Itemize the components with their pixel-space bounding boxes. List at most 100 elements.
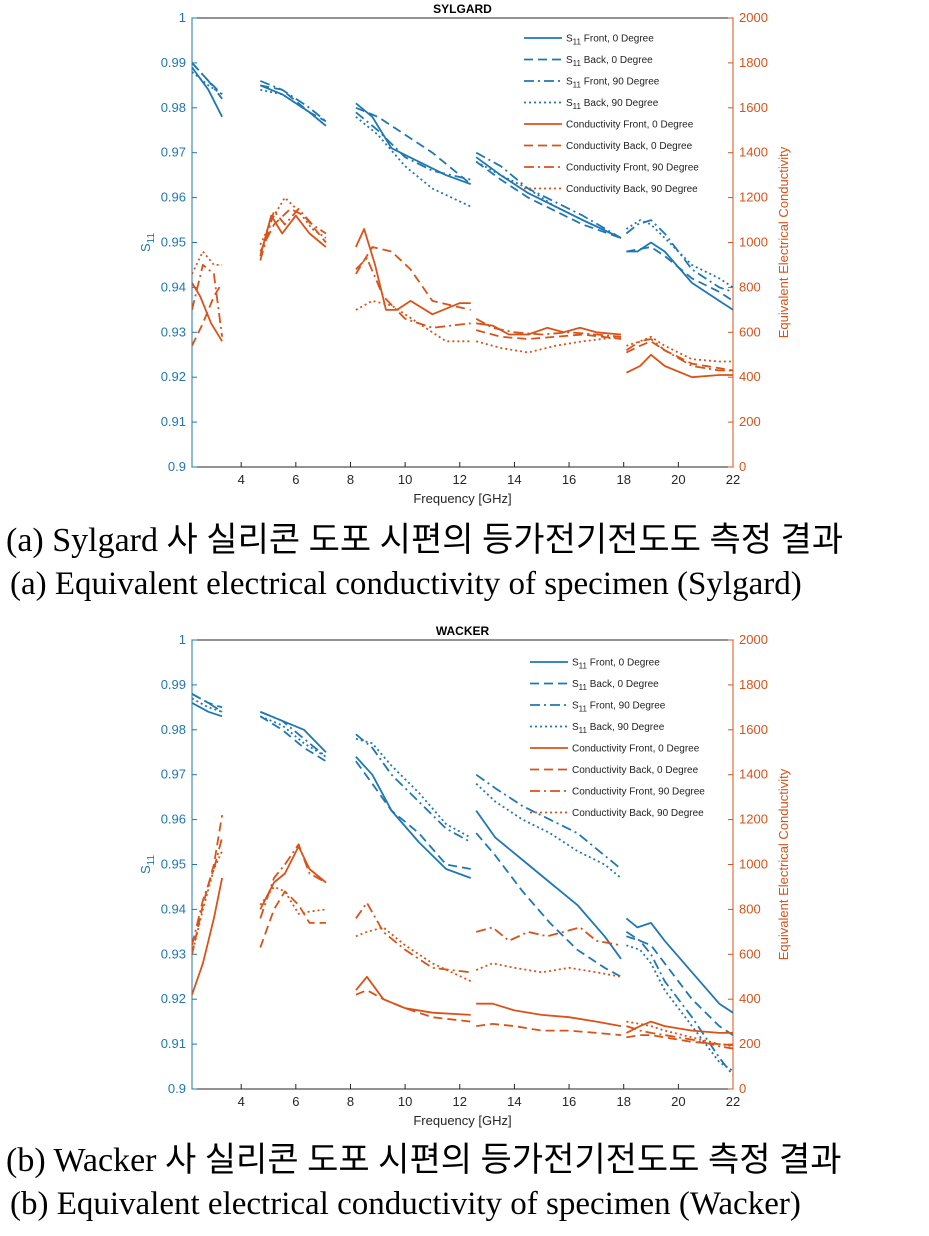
series-line-conductivity-dashdot bbox=[626, 1025, 733, 1050]
y-right-tick-label: 1000 bbox=[739, 857, 768, 872]
legend-entry: S11 Front, 0 Degree bbox=[566, 34, 654, 47]
series-line-s11-solid bbox=[192, 702, 223, 718]
series-line-conductivity-dotted bbox=[626, 335, 733, 363]
y-right-tick-label: 0 bbox=[739, 459, 746, 474]
caption-b-korean: (b) Wacker 사 실리콘 도포 시편의 등가전기전도도 측정 결과 bbox=[6, 1142, 842, 1179]
y-right-tick-label: 1600 bbox=[739, 722, 768, 737]
series-line-s11-dashdot bbox=[625, 219, 733, 293]
series-line-s11-solid bbox=[625, 917, 733, 1014]
y-right-tick-label: 1400 bbox=[739, 145, 768, 160]
series-line-conductivity-dashdot bbox=[475, 318, 622, 338]
y-left-axis-label: S11 bbox=[138, 233, 157, 252]
y-right-axis-label: Equivalent Electrical Conductivity bbox=[776, 146, 791, 338]
y-left-tick-label: 0.96 bbox=[161, 190, 186, 205]
y-right-tick-label: 1200 bbox=[739, 812, 768, 827]
series-line-conductivity-dashdot bbox=[259, 207, 327, 261]
y-right-tick-label: 2000 bbox=[739, 10, 768, 25]
y-left-tick-label: 1 bbox=[179, 10, 186, 25]
series-line-s11-dashdot bbox=[192, 693, 223, 713]
x-tick-label: 10 bbox=[398, 472, 412, 487]
legend-entry-subscript: 11 bbox=[573, 102, 582, 111]
series-line-conductivity-dashed bbox=[475, 329, 622, 340]
x-tick-label: 8 bbox=[347, 472, 354, 487]
series-line-s11-dashdot bbox=[475, 773, 622, 870]
series-line-conductivity-dashdot bbox=[355, 901, 471, 974]
y-right-tick-label: 1600 bbox=[739, 100, 768, 115]
legend-entry: S11 Front, 0 Degree bbox=[572, 658, 660, 671]
x-tick-label: 6 bbox=[292, 1094, 299, 1109]
caption-b-english: (b) Equivalent electrical conductivity o… bbox=[10, 1186, 801, 1222]
y-right-tick-label: 2000 bbox=[739, 632, 768, 647]
legend-entry-subscript: 11 bbox=[573, 59, 582, 68]
y-left-label-main: S bbox=[138, 865, 153, 874]
chart-sylgard: 4 6 8 10 12 14 16 18 20 220.90.910.920.930.940.95… bbox=[138, 2, 791, 506]
legend-entry: Conductivity Back, 90 Degree bbox=[566, 184, 698, 195]
y-left-tick-label: 0.97 bbox=[161, 145, 186, 160]
y-left-tick-label: 0.98 bbox=[161, 722, 186, 737]
series-line-s11-dashdot bbox=[259, 80, 327, 122]
y-left-tick-label: 0.91 bbox=[161, 414, 186, 429]
legend-entry-main: S bbox=[566, 77, 573, 88]
legend-entry-main: S bbox=[566, 98, 573, 109]
y-right-tick-label: 1000 bbox=[739, 235, 768, 250]
y-left-tick-label: 1 bbox=[179, 632, 186, 647]
y-right-tick-label: 200 bbox=[739, 1036, 761, 1051]
series-group bbox=[192, 62, 733, 379]
y-left-tick-label: 0.92 bbox=[161, 991, 186, 1006]
legend-entry-subscript: 11 bbox=[579, 705, 588, 714]
y-left-tick-label: 0.9 bbox=[168, 459, 186, 474]
series-line-s11-dashed bbox=[355, 760, 471, 870]
y-left-tick-label: 0.96 bbox=[161, 812, 186, 827]
legend-entry-main: S bbox=[572, 658, 579, 669]
y-left-axis-label: S11 bbox=[138, 855, 157, 874]
y-right-tick-label: 0 bbox=[739, 1081, 746, 1096]
y-right-tick-label: 400 bbox=[739, 369, 761, 384]
series-line-s11-solid bbox=[626, 241, 733, 311]
x-tick-label: 18 bbox=[616, 1094, 630, 1109]
y-left-tick-label: 0.93 bbox=[161, 946, 186, 961]
y-left-tick-label: 0.95 bbox=[161, 235, 186, 250]
legend-entry: S11 Front, 90 Degree bbox=[572, 701, 666, 714]
y-left-tick-label: 0.94 bbox=[161, 901, 186, 916]
series-line-s11-solid bbox=[192, 66, 223, 118]
series-line-conductivity-dotted bbox=[192, 250, 223, 275]
legend-entry: Conductivity Front, 0 Degree bbox=[566, 120, 694, 131]
series-line-conductivity-dotted bbox=[355, 300, 471, 343]
x-axis-label: Frequency [GHz] bbox=[413, 1113, 511, 1128]
legend-entry-rest: Front, 0 Degree bbox=[587, 658, 660, 669]
y-left-label-main: S bbox=[138, 243, 153, 252]
y-left-tick-label: 0.94 bbox=[161, 279, 186, 294]
series-line-s11-dotted bbox=[192, 697, 223, 713]
series-line-s11-dashdot bbox=[625, 931, 733, 1077]
series-line-s11-dashdot bbox=[192, 62, 223, 100]
y-right-tick-label: 200 bbox=[739, 414, 761, 429]
series-line-conductivity-dashdot bbox=[192, 837, 223, 946]
x-tick-label: 4 bbox=[238, 1094, 245, 1109]
series-line-s11-dashed bbox=[475, 832, 622, 978]
series-line-s11-solid bbox=[259, 710, 327, 753]
y-left-tick-label: 0.9 bbox=[168, 1081, 186, 1096]
legend-entry: Conductivity Front, 90 Degree bbox=[572, 787, 705, 798]
y-right-tick-label: 400 bbox=[739, 991, 761, 1006]
x-tick-label: 20 bbox=[671, 472, 685, 487]
y-right-tick-label: 1800 bbox=[739, 55, 768, 70]
series-line-conductivity-dashed bbox=[192, 282, 223, 347]
series-line-s11-solid bbox=[475, 810, 622, 960]
series-line-s11-dotted bbox=[625, 219, 733, 289]
y-left-tick-label: 0.93 bbox=[161, 324, 186, 339]
y-right-tick-label: 1200 bbox=[739, 190, 768, 205]
series-line-conductivity-dashdot bbox=[355, 257, 471, 329]
series-line-s11-dotted bbox=[475, 783, 622, 879]
y-left-tick-label: 0.91 bbox=[161, 1036, 186, 1051]
legend-entry: Conductivity Back, 90 Degree bbox=[572, 808, 704, 819]
series-line-conductivity-solid bbox=[626, 353, 733, 379]
series-line-conductivity-solid bbox=[259, 845, 327, 910]
legend-entry-rest: Back, 90 Degree bbox=[587, 722, 665, 733]
series-line-s11-dotted bbox=[626, 944, 733, 1072]
series-line-s11-dashdot bbox=[475, 151, 622, 239]
y-left-tick-label: 0.99 bbox=[161, 677, 186, 692]
series-line-conductivity-dashed bbox=[355, 246, 471, 311]
legend-entry: S11 Back, 90 Degree bbox=[566, 98, 659, 111]
x-tick-label: 12 bbox=[453, 1094, 467, 1109]
legend-entry-rest: Back, 0 Degree bbox=[581, 55, 653, 66]
